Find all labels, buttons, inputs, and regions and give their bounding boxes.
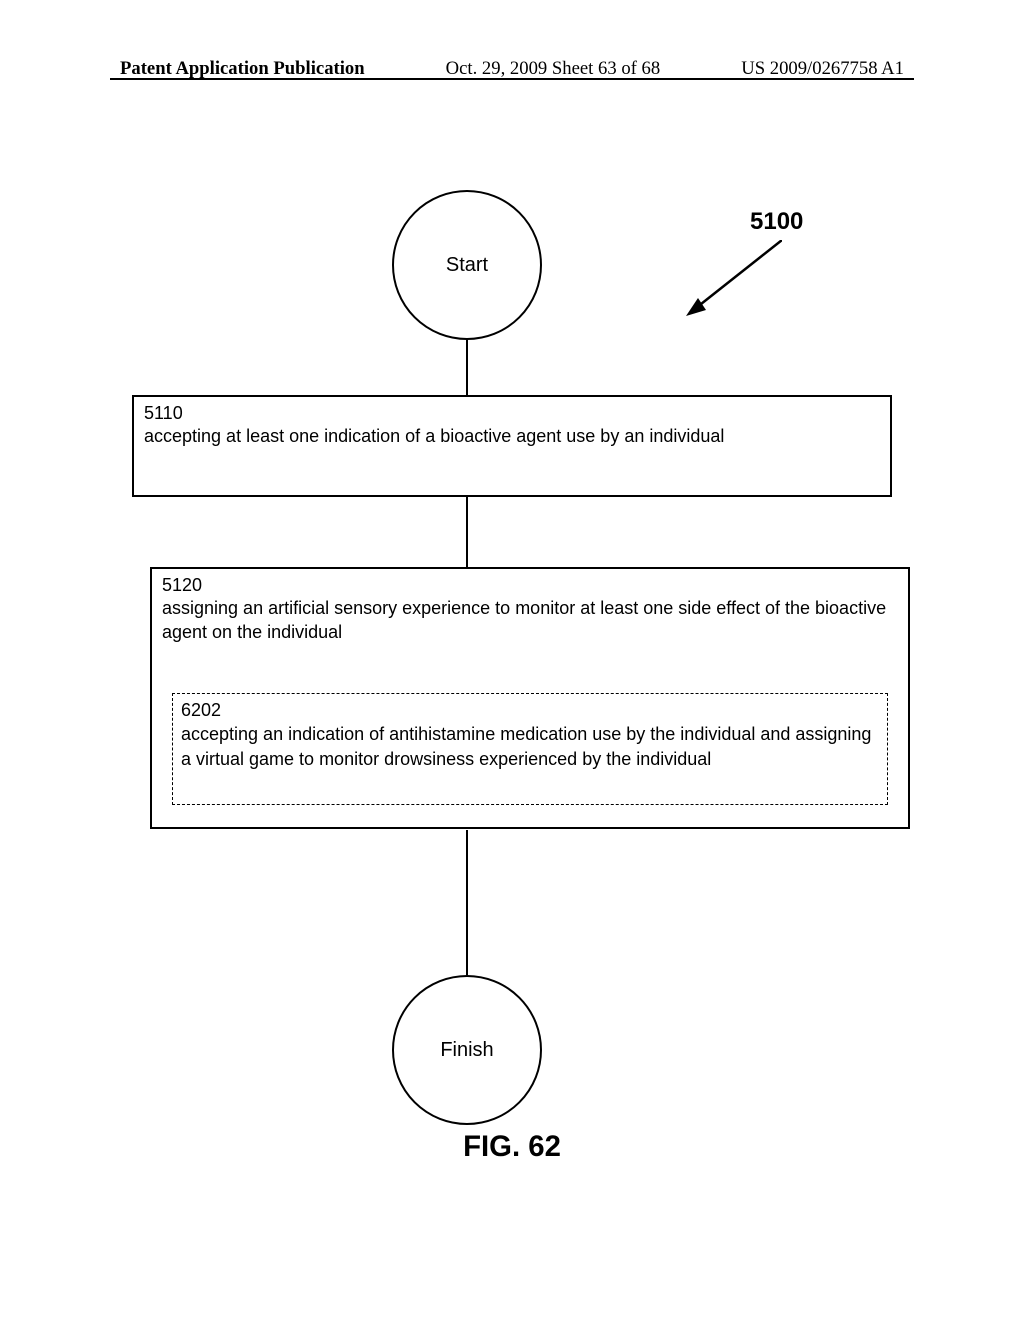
finish-node: Finish [392,975,542,1125]
edge-5120-finish [466,830,468,975]
node-5120-number: 5120 [162,575,898,596]
node-5120-text: assigning an artificial sensory experien… [162,598,886,642]
header-left: Patent Application Publication [120,58,365,80]
ref-arrow [682,240,782,320]
edge-5110-5120 [466,497,468,567]
node-5110-number: 5110 [144,403,880,424]
edge-start-5110 [466,340,468,395]
start-label: Start [446,254,488,277]
node-5110: 5110 accepting at least one indication o… [132,395,892,497]
header-right: US 2009/0267758 A1 [741,58,904,80]
node-6202-text: accepting an indication of antihistamine… [181,724,871,769]
node-5110-text: accepting at least one indication of a b… [144,426,724,446]
node-5120: 5120 assigning an artificial sensory exp… [150,567,910,829]
page-root: Patent Application Publication Oct. 29, … [0,0,1024,1320]
start-node: Start [392,190,542,340]
page-header: Patent Application Publication Oct. 29, … [0,58,1024,80]
figure-caption: FIG. 62 [0,1130,1024,1164]
node-6202: 6202 accepting an indication of antihist… [172,693,888,805]
diagram-ref-number: 5100 [750,208,803,236]
node-6202-number: 6202 [181,698,879,722]
header-rule [110,78,914,80]
header-center: Oct. 29, 2009 Sheet 63 of 68 [446,58,661,80]
flowchart-diagram: 5100 Start 5110 accepting at least one i… [0,100,1024,1220]
finish-label: Finish [440,1039,493,1062]
